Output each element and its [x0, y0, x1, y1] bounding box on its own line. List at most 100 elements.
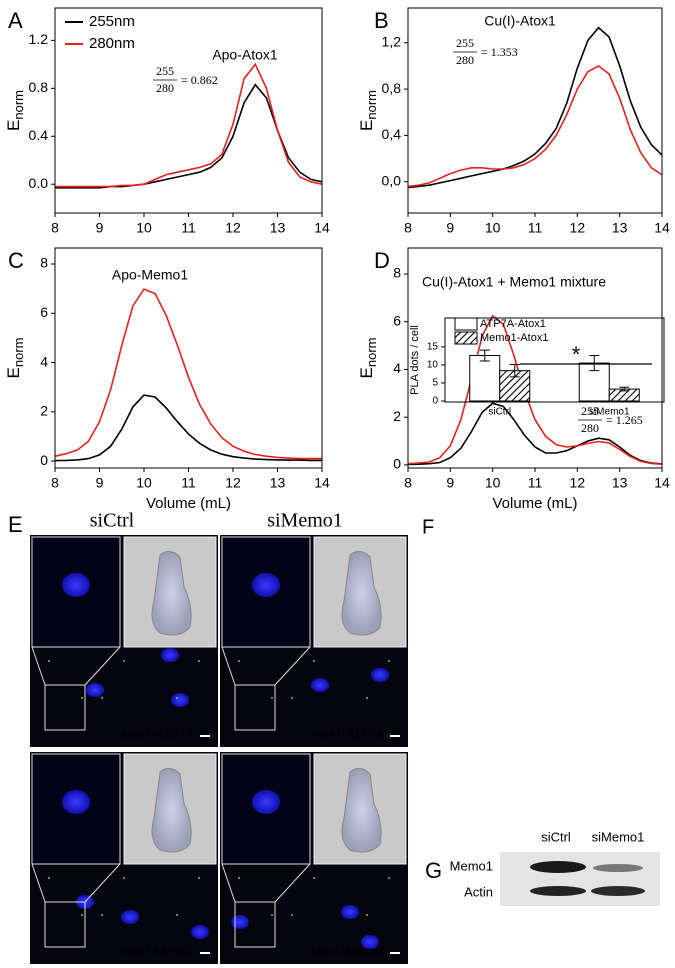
x-tick-label: 13: [270, 475, 286, 491]
cell-outline: [151, 551, 192, 636]
zoom-lines: [221, 863, 311, 903]
blot-band: [593, 864, 643, 872]
pla-dot: [388, 877, 390, 879]
y-tick-label: 5: [432, 378, 438, 389]
ratio-numerator: 255: [156, 64, 174, 78]
nucleus: [86, 683, 104, 697]
y-axis-label: Enorm: [4, 90, 26, 131]
legend-label: Memo1-Atox1: [480, 332, 548, 344]
y-axis-label: Enorm: [357, 338, 379, 379]
column-label: siMemo1: [267, 510, 343, 532]
panel-letter: C: [8, 248, 24, 273]
pla-dot: [123, 877, 125, 879]
x-tick-label: 11: [528, 220, 543, 236]
y-tick-label: 0.8: [29, 79, 49, 95]
panel-letter: B: [374, 8, 389, 33]
x-tick-label: 8: [404, 475, 412, 491]
x-tick-label: 12: [570, 475, 586, 491]
pla-dot: [238, 877, 240, 879]
caption: Atox1-ATP7A: [309, 726, 385, 741]
x-tick-label: 11: [181, 220, 196, 236]
annotation: Apo-Atox1: [212, 47, 278, 63]
line-series: [55, 83, 323, 189]
zoom-lines: [221, 646, 311, 686]
scale-bar: [200, 952, 210, 954]
y-axis-label: PLA dots / cell: [409, 325, 421, 395]
y-axis-label-main: E: [357, 120, 376, 131]
bar: [469, 355, 501, 402]
x-tick-label: 13: [270, 220, 286, 236]
cell-outline: [341, 551, 382, 636]
pla-dot: [101, 914, 103, 916]
ratio-numerator: 255: [456, 36, 474, 50]
y-axis-label-main: E: [4, 120, 23, 131]
cell-outline: [341, 768, 382, 853]
error-bar: [589, 355, 600, 372]
x-tick-label: 14: [314, 475, 330, 491]
legend-label: 280nm: [89, 35, 135, 52]
x-tick-label: 14: [654, 220, 670, 236]
pla-dot: [198, 877, 200, 879]
x-tick-label: 10: [485, 220, 501, 236]
x-tick-label: 9: [446, 220, 454, 236]
y-axis-label-sub: norm: [11, 338, 26, 368]
nucleus: [191, 925, 209, 939]
pla-dot: [176, 697, 178, 699]
ratio-value: = 1.353: [481, 45, 518, 59]
y-tick-label: 4: [393, 360, 401, 376]
y-tick-label: 6: [393, 312, 401, 328]
x-tick-label: 8: [51, 475, 59, 491]
column-label: siMemo1: [592, 829, 645, 844]
row-label: Memo1: [450, 858, 493, 873]
y-tick-label: 0.4: [29, 127, 49, 143]
axes-frame: [54, 247, 323, 469]
ratio-value: = 1.265: [606, 413, 643, 427]
x-tick-label: 8: [51, 220, 59, 236]
nucleus: [161, 648, 179, 662]
zoom-lines: [31, 863, 121, 903]
panel-letter: F: [422, 516, 434, 538]
ratio-value: = 0.862: [181, 73, 218, 87]
selection-box: [234, 901, 276, 948]
x-tick-label: 11: [181, 475, 196, 491]
y-axis-label-sub: norm: [11, 90, 26, 120]
legend-swatch: [454, 331, 478, 345]
nucleus: [361, 935, 379, 949]
y-tick-label: 0,0: [382, 172, 402, 188]
x-tick-label: 11: [528, 475, 543, 491]
y-tick-label: 0,4: [382, 126, 402, 142]
nucleus: [121, 910, 139, 924]
scale-bar: [390, 952, 400, 954]
blot-membrane: [500, 852, 660, 906]
y-tick-label: 2: [393, 408, 401, 424]
nucleus: [341, 905, 359, 919]
x-tick-label: 13: [612, 220, 628, 236]
x-tick-label: 9: [96, 475, 104, 491]
y-axis-label-main: E: [4, 367, 23, 378]
pla-dot: [366, 697, 368, 699]
line-series: [407, 402, 663, 466]
significance-mark: *: [572, 342, 581, 367]
axes-frame: [407, 7, 663, 214]
pla-dot: [291, 914, 293, 916]
panel-letter: D: [374, 248, 390, 273]
annotation: Cu(I)-Atox1: [484, 13, 556, 29]
x-tick-label: siMemo1: [589, 407, 630, 418]
line-series: [54, 394, 322, 462]
line-series: [55, 62, 323, 188]
y-tick-label: 0,8: [382, 80, 402, 96]
axes-frame: [54, 7, 323, 214]
pla-dot: [271, 914, 273, 916]
y-tick-label: 1,2: [382, 33, 402, 49]
scale-bar: [200, 735, 210, 737]
nucleus: [171, 693, 189, 707]
ratio-denominator: 280: [581, 421, 599, 435]
nucleus: [371, 668, 389, 682]
selection-box: [234, 684, 276, 731]
x-tick-label: 9: [446, 475, 454, 491]
line-series: [407, 26, 663, 189]
panel-letter: A: [8, 8, 23, 33]
column-label: siCtrl: [90, 510, 135, 532]
nucleus: [62, 573, 90, 597]
